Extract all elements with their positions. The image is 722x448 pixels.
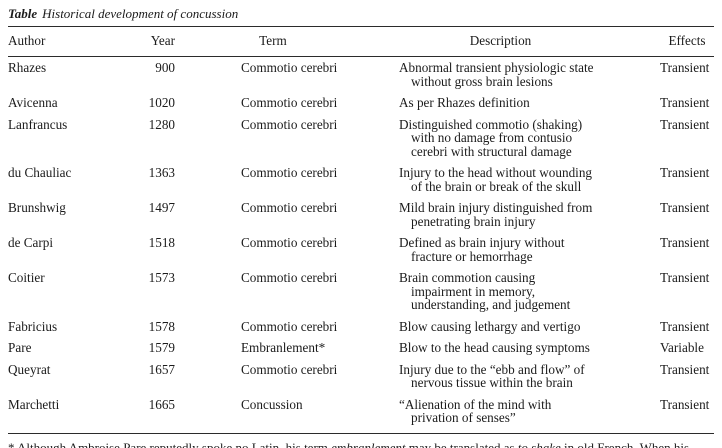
description-cell: Distinguished commotio (shaking) with no… (399, 116, 583, 159)
author-cell: du Chauliac (8, 165, 72, 180)
year-cell: 900 (155, 60, 175, 75)
year-cell: 1363 (148, 165, 175, 180)
effects-cell: Transient (660, 95, 710, 110)
footnote-italic-term: embranlement (331, 439, 406, 448)
term-cell: Commotio cerebri (241, 361, 338, 377)
footnote-text-segment: * Although Ambroise Pare reputedly spoke… (8, 439, 332, 448)
author-cell: Avicenna (8, 95, 58, 110)
author-cell: Marchetti (8, 396, 60, 412)
table-row: Rhazes 900 Commotio cerebri Abnormal transi… (8, 57, 714, 93)
description-cell: Injury to the head without wounding of t… (399, 165, 593, 194)
term-cell: Commotio cerebri (241, 60, 338, 75)
table-row: Fabricius 1578 Commotio cerebri Blow causin… (8, 316, 714, 338)
year-cell: 1573 (148, 270, 175, 285)
year-cell: 1020 (148, 95, 175, 110)
year-cell: 1280 (148, 116, 175, 132)
table-row: Brunshwig 1497 Commotio cerebri Mild brain … (8, 197, 714, 232)
year-cell: 1665 (148, 396, 175, 412)
term-cell: Commotio cerebri (241, 318, 338, 334)
description-cell: “Alienation of the mind with privation o… (399, 396, 552, 425)
table-row: du Chauliac 1363 Commotio cerebri Injury to… (8, 162, 714, 197)
caption-text: Historical development of concussion (42, 6, 239, 21)
author-cell: Rhazes (8, 60, 47, 75)
effects-cell: Transient (660, 165, 710, 180)
author-cell: Queyrat (8, 361, 51, 377)
column-header-author: Author (8, 27, 133, 57)
column-header-effects: Effects (660, 27, 714, 57)
description-cell: As per Rhazes definition (399, 95, 530, 110)
caption-label: Table (8, 6, 38, 21)
term-cell: Embranlement* (241, 340, 326, 355)
table-row: Avicenna 1020 Commotio cerebri As per Rhaze… (8, 92, 714, 114)
effects-cell: Transient (660, 116, 710, 132)
term-cell: Concussion (241, 396, 303, 412)
table-row: de Carpi 1518 Commotio cerebri Defined as b… (8, 232, 714, 267)
term-cell: Commotio cerebri (241, 270, 338, 285)
term-cell: Commotio cerebri (241, 235, 338, 250)
table-row: Coitier 1573 Commotio cerebri Brain commoti… (8, 267, 714, 316)
effects-cell: Transient (660, 235, 710, 250)
table-row: Lanfrancus 1280 Commotio cerebri Distinguis… (8, 114, 714, 163)
footnote-line: * Although Ambroise Pare reputedly spoke… (8, 439, 714, 448)
effects-cell: Transient (660, 396, 710, 412)
description-cell: Brain commotion causing impairment in me… (399, 270, 571, 312)
author-cell: Pare (8, 340, 32, 355)
footnote-text-segment: may be translated as (405, 439, 518, 448)
header-row: Author Year Term Description Effects (8, 27, 714, 57)
column-header-year: Year (133, 27, 175, 57)
author-cell: Lanfrancus (8, 116, 68, 132)
year-cell: 1657 (148, 361, 175, 377)
author-cell: Coitier (8, 270, 45, 285)
effects-cell: Transient (660, 318, 710, 334)
description-cell: Mild brain injury distinguished from pen… (399, 200, 593, 229)
year-cell: 1578 (148, 318, 175, 334)
term-cell: Commotio cerebri (241, 165, 338, 180)
author-cell: Fabricius (8, 318, 58, 334)
effects-cell: Transient (660, 361, 710, 377)
year-cell: 1497 (148, 200, 175, 215)
year-cell: 1518 (148, 235, 175, 250)
effects-cell: Variable (660, 340, 704, 355)
year-cell: 1579 (148, 340, 175, 355)
footnote-text-segment: in old French. When his (560, 439, 690, 448)
author-cell: de Carpi (8, 235, 54, 250)
table-row: Pare 1579 Embranlement* Blow to the head ca… (8, 337, 714, 359)
table-header: Author Year Term Description Effects (8, 27, 714, 57)
column-header-term: Term (175, 27, 399, 57)
description-cell: Blow causing lethargy and vertigo (399, 318, 581, 334)
concussion-history-table: Author Year Term Description Effects Rha… (8, 27, 714, 429)
effects-cell: Transient (660, 200, 710, 215)
description-cell: Defined as brain injury without fracture… (399, 235, 565, 264)
description-cell: Abnormal transient physiologic state wit… (399, 60, 594, 89)
table-body: Rhazes 900 Commotio cerebri Abnormal transi… (8, 57, 714, 429)
table-row: Queyrat 1657 Commotio cerebri Injury due to… (8, 359, 714, 394)
description-cell: Blow to the head causing symptoms (399, 340, 590, 355)
table-caption: Table Historical development of concussio… (8, 4, 714, 27)
term-cell: Commotio cerebri (241, 116, 338, 132)
column-header-description: Description (399, 27, 660, 57)
effects-cell: Transient (660, 270, 710, 285)
effects-cell: Transient (660, 60, 710, 75)
footnote-italic-term: to shake (517, 439, 561, 448)
description-cell: Injury due to the “ebb and flow” of nerv… (399, 361, 585, 390)
term-cell: Commotio cerebri (241, 95, 338, 110)
table-row: Marchetti 1665 Concussion “Alienation of th… (8, 394, 714, 429)
term-cell: Commotio cerebri (241, 200, 338, 215)
footnote: * Although Ambroise Pare reputedly spoke… (8, 432, 714, 448)
author-cell: Brunshwig (8, 200, 66, 215)
